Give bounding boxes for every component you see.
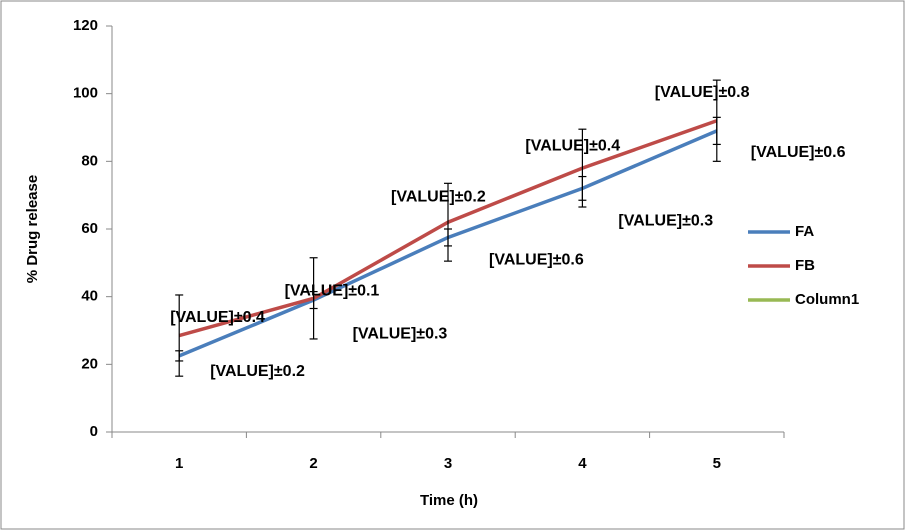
x-tick-label: 4 [578, 455, 587, 472]
legend-label: Column1 [795, 291, 859, 308]
data-label: [VALUE]±0.1 [285, 283, 380, 300]
y-tick-label: 0 [90, 423, 98, 440]
data-label: [VALUE]±0.6 [751, 144, 846, 161]
y-axis-label: % Drug release [24, 175, 41, 283]
data-label: [VALUE]±0.4 [170, 309, 265, 326]
legend-label: FA [795, 223, 814, 240]
x-axis-label: Time (h) [420, 492, 478, 509]
x-tick-label: 3 [444, 455, 452, 472]
legend-label: FB [795, 257, 815, 274]
x-tick-label: 5 [713, 455, 721, 472]
data-label: [VALUE]±0.8 [655, 84, 750, 101]
y-tick-label: 120 [73, 17, 98, 34]
data-label: [VALUE]±0.2 [210, 363, 305, 380]
y-tick-label: 80 [81, 152, 98, 169]
data-label: [VALUE]±0.2 [391, 188, 486, 205]
data-label: [VALUE]±0.6 [489, 252, 584, 269]
data-label: [VALUE]±0.3 [353, 325, 448, 342]
y-tick-label: 40 [81, 288, 98, 305]
y-tick-label: 60 [81, 220, 98, 237]
data-label: [VALUE]±0.4 [525, 137, 620, 154]
y-tick-label: 20 [81, 355, 98, 372]
x-tick-label: 1 [175, 455, 183, 472]
data-label: [VALUE]±0.3 [618, 213, 713, 230]
y-tick-label: 100 [73, 85, 98, 102]
x-tick-label: 2 [309, 455, 317, 472]
